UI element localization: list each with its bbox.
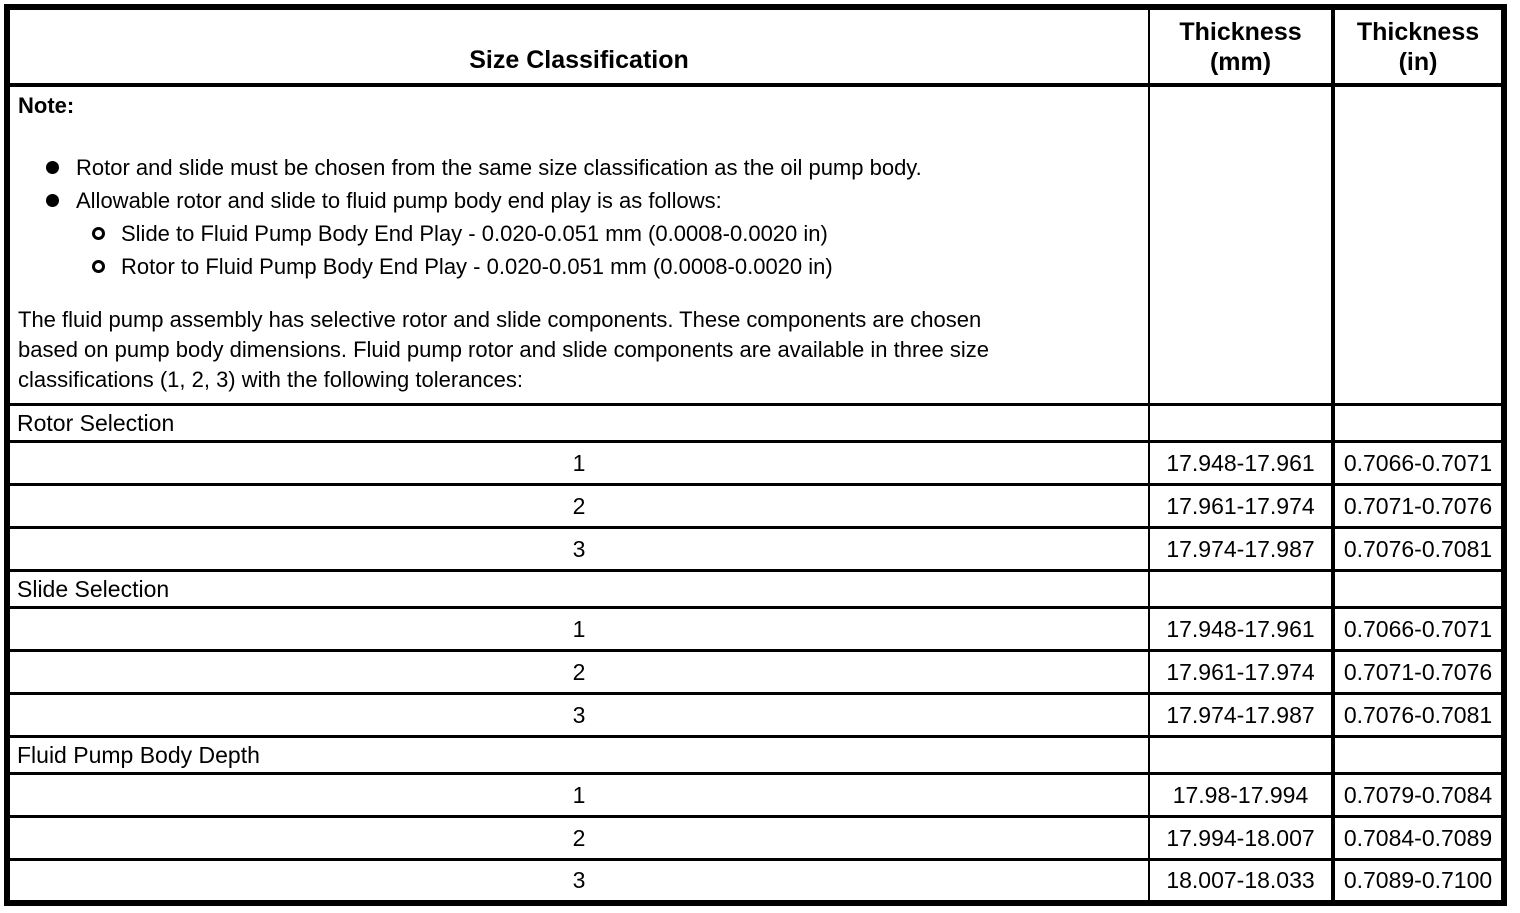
thickness-mm-value: 17.974-17.987 bbox=[1148, 692, 1335, 738]
size-class-value: 2 bbox=[7, 649, 1150, 695]
table-row: 3 18.007-18.033 0.7089-0.7100 bbox=[7, 858, 1504, 904]
section-label-slide-selection: Slide Selection bbox=[7, 569, 1150, 609]
header-size-classification: Size Classification bbox=[7, 5, 1150, 87]
table-row: 2 17.961-17.974 0.7071-0.7076 bbox=[7, 483, 1504, 529]
thickness-mm-value: 17.974-17.987 bbox=[1148, 526, 1335, 572]
thickness-in-value: 0.7066-0.7071 bbox=[1331, 606, 1504, 652]
note-paragraph: The fluid pump assembly has selective ro… bbox=[18, 307, 990, 392]
filled-bullet-icon bbox=[46, 161, 59, 174]
size-class-value: 1 bbox=[7, 440, 1150, 486]
size-class-value: 3 bbox=[7, 858, 1150, 904]
note-bullet-1: Rotor and slide must be chosen from the … bbox=[18, 151, 1138, 184]
table-row: 3 17.974-17.987 0.7076-0.7081 bbox=[7, 692, 1504, 738]
table-row: 1 17.948-17.961 0.7066-0.7071 bbox=[7, 606, 1504, 652]
note-bullet-list: Rotor and slide must be chosen from the … bbox=[18, 151, 1138, 283]
note-bullet-2: Allowable rotor and slide to fluid pump … bbox=[18, 184, 1138, 217]
note-bullet-2-text: Allowable rotor and slide to fluid pump … bbox=[76, 188, 722, 213]
thickness-in-value: 0.7089-0.7100 bbox=[1331, 858, 1504, 904]
empty-cell bbox=[1148, 735, 1335, 775]
note-sub-bullet-2: Rotor to Fluid Pump Body End Play - 0.02… bbox=[18, 250, 1138, 283]
size-class-value: 2 bbox=[7, 815, 1150, 861]
thickness-mm-value: 17.948-17.961 bbox=[1148, 606, 1335, 652]
size-class-value: 3 bbox=[7, 692, 1150, 738]
thickness-in-value: 0.7066-0.7071 bbox=[1331, 440, 1504, 486]
header-row: Size Classification Thickness (mm) Thick… bbox=[7, 5, 1504, 87]
size-class-value: 1 bbox=[7, 772, 1150, 818]
thickness-in-value: 0.7076-0.7081 bbox=[1331, 692, 1504, 738]
note-sub-bullet-1-text: Slide to Fluid Pump Body End Play - 0.02… bbox=[121, 221, 828, 246]
note-row: Note: Rotor and slide must be chosen fro… bbox=[7, 83, 1504, 406]
section-header-row-slide-selection: Slide Selection bbox=[7, 569, 1504, 609]
thickness-mm-value: 17.961-17.974 bbox=[1148, 483, 1335, 529]
size-classification-table: Size Classification Thickness (mm) Thick… bbox=[4, 4, 1507, 906]
section-header-row-rotor-selection: Rotor Selection bbox=[7, 403, 1504, 443]
table-row: 1 17.948-17.961 0.7066-0.7071 bbox=[7, 440, 1504, 486]
thickness-in-value: 0.7071-0.7076 bbox=[1331, 649, 1504, 695]
empty-cell bbox=[1331, 403, 1504, 443]
header-thickness-in: Thickness (in) bbox=[1331, 5, 1504, 87]
empty-cell bbox=[1331, 83, 1504, 406]
size-class-value: 1 bbox=[7, 606, 1150, 652]
note-sub-bullet-1: Slide to Fluid Pump Body End Play - 0.02… bbox=[18, 217, 1138, 250]
note-cell: Note: Rotor and slide must be chosen fro… bbox=[7, 83, 1150, 406]
thickness-mm-value: 18.007-18.033 bbox=[1148, 858, 1335, 904]
note-bullet-1-text: Rotor and slide must be chosen from the … bbox=[76, 155, 922, 180]
section-label-rotor-selection: Rotor Selection bbox=[7, 403, 1150, 443]
thickness-mm-value: 17.994-18.007 bbox=[1148, 815, 1335, 861]
empty-cell bbox=[1148, 83, 1335, 406]
empty-cell bbox=[1148, 569, 1335, 609]
table-row: 2 17.994-18.007 0.7084-0.7089 bbox=[7, 815, 1504, 861]
thickness-mm-value: 17.948-17.961 bbox=[1148, 440, 1335, 486]
table-row: 3 17.974-17.987 0.7076-0.7081 bbox=[7, 526, 1504, 572]
table-row: 1 17.98-17.994 0.7079-0.7084 bbox=[7, 772, 1504, 818]
section-label-fluid-pump-body-depth: Fluid Pump Body Depth bbox=[7, 735, 1150, 775]
filled-bullet-icon bbox=[46, 194, 59, 207]
thickness-mm-value: 17.961-17.974 bbox=[1148, 649, 1335, 695]
thickness-mm-value: 17.98-17.994 bbox=[1148, 772, 1335, 818]
size-class-value: 3 bbox=[7, 526, 1150, 572]
thickness-in-value: 0.7071-0.7076 bbox=[1331, 483, 1504, 529]
empty-cell bbox=[1331, 735, 1504, 775]
thickness-in-value: 0.7084-0.7089 bbox=[1331, 815, 1504, 861]
table-row: 2 17.961-17.974 0.7071-0.7076 bbox=[7, 649, 1504, 695]
thickness-in-value: 0.7079-0.7084 bbox=[1331, 772, 1504, 818]
header-thickness-mm: Thickness (mm) bbox=[1148, 5, 1335, 87]
note-title: Note: bbox=[18, 93, 75, 118]
open-circle-bullet-icon bbox=[92, 260, 105, 273]
empty-cell bbox=[1148, 403, 1335, 443]
thickness-in-value: 0.7076-0.7081 bbox=[1331, 526, 1504, 572]
section-header-row-fluid-pump-body-depth: Fluid Pump Body Depth bbox=[7, 735, 1504, 775]
open-circle-bullet-icon bbox=[92, 227, 105, 240]
empty-cell bbox=[1331, 569, 1504, 609]
size-class-value: 2 bbox=[7, 483, 1150, 529]
note-sub-bullet-2-text: Rotor to Fluid Pump Body End Play - 0.02… bbox=[121, 254, 833, 279]
